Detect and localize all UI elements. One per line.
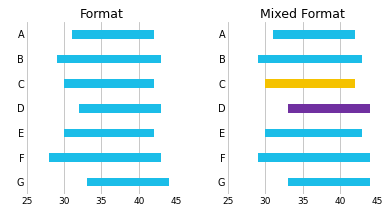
- Title: Mixed Format: Mixed Format: [260, 8, 345, 21]
- Bar: [288, 104, 370, 113]
- Bar: [266, 79, 355, 88]
- Bar: [57, 55, 161, 63]
- Bar: [87, 178, 169, 187]
- Bar: [64, 79, 154, 88]
- Bar: [258, 55, 362, 63]
- Bar: [273, 30, 355, 39]
- Bar: [266, 129, 362, 137]
- Title: Format: Format: [80, 8, 124, 21]
- Bar: [49, 153, 161, 162]
- Bar: [79, 104, 161, 113]
- Bar: [72, 30, 154, 39]
- Bar: [64, 129, 154, 137]
- Bar: [258, 153, 370, 162]
- Bar: [288, 178, 370, 187]
